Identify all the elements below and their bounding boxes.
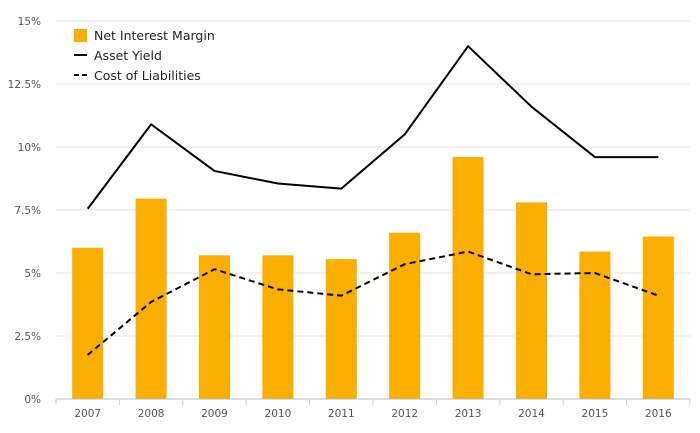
x-tick-label: 2014 bbox=[518, 408, 545, 420]
bar-2010 bbox=[262, 255, 294, 399]
bars-series bbox=[72, 157, 674, 399]
bar-2014 bbox=[516, 202, 547, 399]
y-tick-label: 7.5% bbox=[14, 205, 41, 217]
line-cost-of-liabilities bbox=[87, 250, 659, 356]
y-tick-label: 0% bbox=[24, 394, 41, 406]
axes: 0% 2.5% 5% 7.5% 10% 12.5% 15% 2007 2008 2009 2010 2… bbox=[8, 16, 691, 420]
bar-2007 bbox=[72, 247, 104, 399]
y-tick-label: 2.5% bbox=[14, 331, 41, 343]
legend-swatch-bar bbox=[74, 29, 87, 42]
lines-series bbox=[86, 45, 659, 356]
x-tick-label: 2010 bbox=[265, 408, 292, 420]
y-tick-label: 12.5% bbox=[8, 79, 41, 91]
bar-2016 bbox=[642, 236, 674, 399]
legend-entry-asset-yield: Asset Yield bbox=[74, 48, 162, 63]
line-asset-yield bbox=[86, 45, 659, 210]
y-tick-label: 10% bbox=[18, 142, 41, 154]
x-tick-label: 2009 bbox=[201, 408, 228, 420]
y-tick-label: 15% bbox=[18, 16, 41, 28]
x-tick-label: 2008 bbox=[138, 408, 165, 420]
legend-label: Asset Yield bbox=[94, 48, 162, 63]
x-tick-label: 2015 bbox=[582, 408, 609, 420]
x-tick-label: 2007 bbox=[74, 408, 101, 420]
bar-2008 bbox=[135, 198, 167, 399]
x-tick-label: 2016 bbox=[645, 408, 672, 420]
y-tick-label: 5% bbox=[24, 268, 41, 280]
x-tick-label: 2013 bbox=[455, 408, 482, 420]
legend-label: Net Interest Margin bbox=[94, 28, 215, 43]
x-tick-label: 2012 bbox=[391, 408, 418, 420]
bar-2009 bbox=[199, 255, 230, 399]
bar-2013 bbox=[452, 157, 484, 399]
legend-entry-net-interest-margin: Net Interest Margin bbox=[74, 28, 215, 43]
legend-label: Cost of Liabilities bbox=[94, 68, 201, 83]
legend-entry-cost-of-liabilities: Cost of Liabilities bbox=[74, 68, 201, 83]
bar-2012 bbox=[389, 232, 421, 399]
legend: Net Interest Margin Asset Yield Cost of … bbox=[74, 28, 215, 83]
x-tick-label: 2011 bbox=[328, 408, 355, 420]
bar-2011 bbox=[325, 259, 357, 399]
